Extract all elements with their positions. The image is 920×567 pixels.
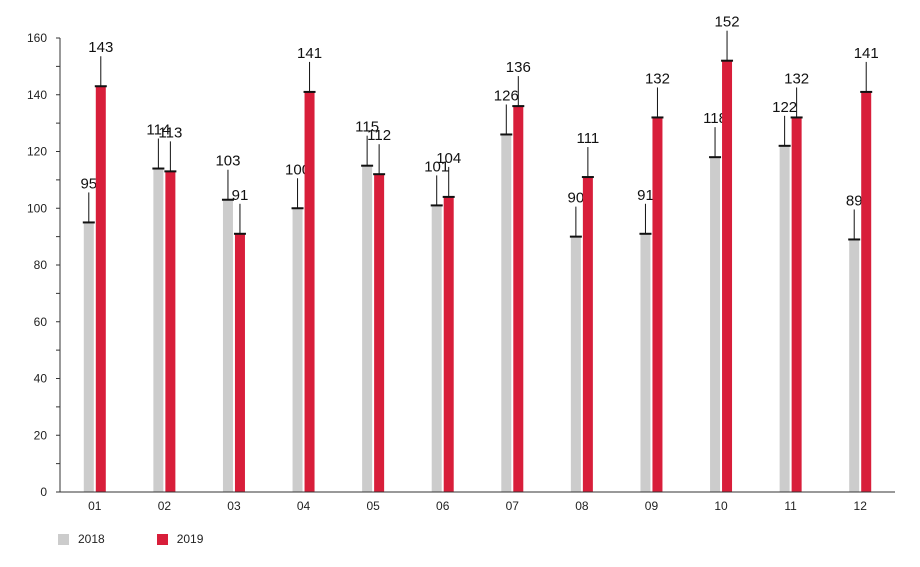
data-label: 143 <box>88 39 113 56</box>
data-label: 122 <box>772 99 797 116</box>
data-label: 152 <box>715 14 740 31</box>
bar-2018-07 <box>501 134 512 492</box>
data-label: 126 <box>494 87 519 104</box>
x-tick-label: 03 <box>227 499 241 513</box>
data-label: 95 <box>80 175 97 192</box>
data-label: 112 <box>367 127 391 144</box>
legend-swatch-2018 <box>58 533 69 545</box>
bar-2019-05 <box>374 174 385 492</box>
y-tick-label: 0 <box>40 485 47 499</box>
bar-2018-09 <box>640 233 651 492</box>
data-label: 103 <box>215 153 240 170</box>
x-tick-label: 02 <box>158 499 172 513</box>
y-tick-label: 100 <box>27 201 47 215</box>
legend: 2018 2019 <box>58 532 203 546</box>
data-label: 104 <box>436 150 461 167</box>
x-axis: 01 02 03 04 05 06 07 08 09 10 11 12 <box>60 491 895 513</box>
data-label: 132 <box>645 70 670 87</box>
data-label: 91 <box>637 187 654 204</box>
data-label: 90 <box>568 190 585 207</box>
bar-2019-07 <box>513 106 524 492</box>
bar-2018-10 <box>710 157 721 493</box>
data-label: 100 <box>285 161 310 178</box>
bar-2018-02 <box>153 168 164 492</box>
bar-2018-03 <box>222 199 233 493</box>
y-tick-label: 140 <box>27 88 47 102</box>
data-label: 141 <box>297 45 322 62</box>
bar-2019-12 <box>861 91 872 492</box>
x-tick-label: 12 <box>854 499 868 513</box>
x-tick-label: 04 <box>297 499 311 513</box>
data-label: 114 <box>146 122 170 139</box>
bar-2018-11 <box>779 145 790 492</box>
x-tick-label: 07 <box>506 499 520 513</box>
data-label: 118 <box>703 110 727 127</box>
y-tick-label: 40 <box>34 372 48 386</box>
data-label: 101 <box>424 158 449 175</box>
y-tick-label: 20 <box>34 428 48 442</box>
bar-2019-02 <box>165 171 176 493</box>
data-label: 89 <box>846 192 863 209</box>
y-tick-label: 60 <box>34 315 48 329</box>
bar-2019-09 <box>652 117 663 492</box>
data-label: 141 <box>854 45 879 62</box>
bar-2018-05 <box>362 165 373 492</box>
x-tick-label: 11 <box>784 499 797 513</box>
bar-2018-04 <box>292 208 303 492</box>
bar-2018-06 <box>431 205 442 492</box>
bar-2019-08 <box>582 177 593 492</box>
x-tick-label: 06 <box>436 499 450 513</box>
bar-2019-01 <box>95 86 106 493</box>
bar-2019-04 <box>304 91 315 492</box>
y-axis: 0 20 40 60 80 100 120 140 160 <box>27 31 61 499</box>
bar-2018-01 <box>83 222 94 492</box>
data-label: 136 <box>506 59 531 76</box>
data-label: 115 <box>355 119 379 136</box>
legend-label-2019: 2019 <box>176 532 204 546</box>
bar-2019-11 <box>791 117 802 492</box>
x-tick-label: 08 <box>575 499 589 513</box>
bar-2018-12 <box>849 239 860 492</box>
y-tick-label: 80 <box>34 258 48 272</box>
y-tick-label: 160 <box>27 31 47 45</box>
bar-2018-08 <box>570 236 581 492</box>
data-label: 91 <box>232 187 249 204</box>
legend-item-2019: 2019 <box>156 532 204 546</box>
x-tick-label: 09 <box>645 499 659 513</box>
bar-2019-10 <box>722 60 733 492</box>
x-tick-label: 05 <box>366 499 380 513</box>
legend-label-2018: 2018 <box>78 532 105 546</box>
y-tick-label: 120 <box>27 145 47 159</box>
bar-2019-06 <box>443 196 454 492</box>
data-label: 111 <box>576 130 599 147</box>
legend-swatch-2019 <box>156 533 168 545</box>
bar-2019-03 <box>234 233 245 492</box>
data-label: 113 <box>158 124 182 141</box>
data-label: 132 <box>784 70 809 87</box>
x-tick-label: 10 <box>714 499 728 513</box>
legend-item-2018: 2018 <box>58 532 105 546</box>
x-tick-label: 01 <box>88 499 102 513</box>
